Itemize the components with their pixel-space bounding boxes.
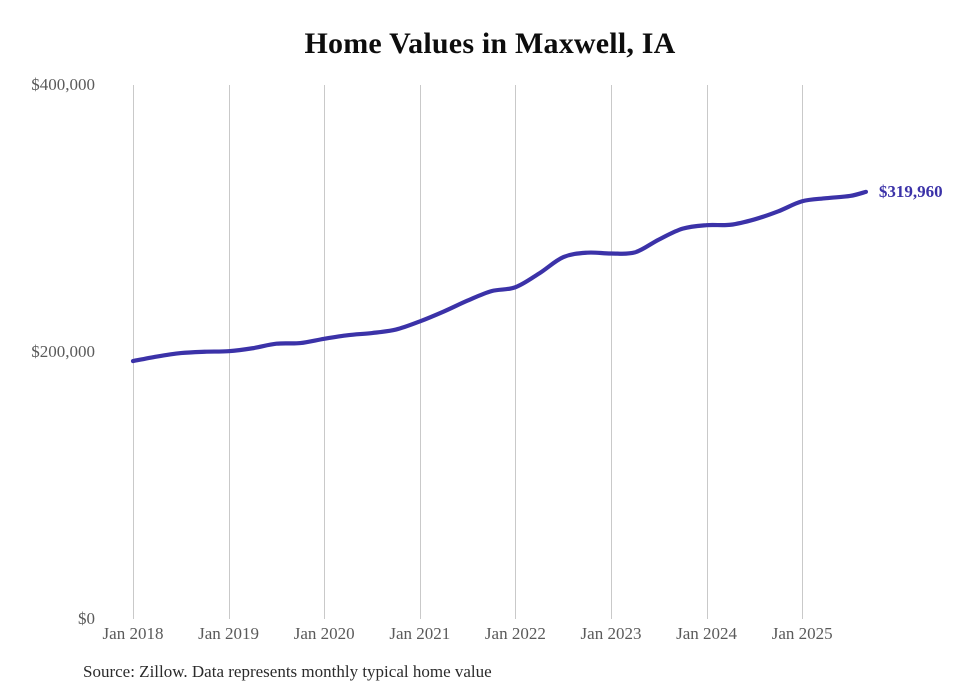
x-tick-label: Jan 2019 [198,624,260,643]
y-tick-label: $400,000 [31,75,95,94]
end-value-annotation: $319,960 [878,181,943,201]
x-tick-label: Jan 2021 [389,624,451,643]
y-tick-label: $0 [78,609,95,628]
x-tick-label: Jan 2023 [580,624,642,643]
x-tick-label: Jan 2025 [771,624,833,643]
y-tick-label: $200,000 [31,342,95,361]
x-tick-label: Jan 2024 [676,624,738,643]
chart-title: Home Values in Maxwell, IA [304,27,676,60]
line-series-typical-home-value [130,189,869,364]
source-note: Source: Zillow. Data represents monthly … [83,662,492,681]
x-tick-label: Jan 2020 [293,624,355,643]
x-tick-label: Jan 2018 [102,624,164,643]
x-tick-label: Jan 2022 [484,624,546,643]
